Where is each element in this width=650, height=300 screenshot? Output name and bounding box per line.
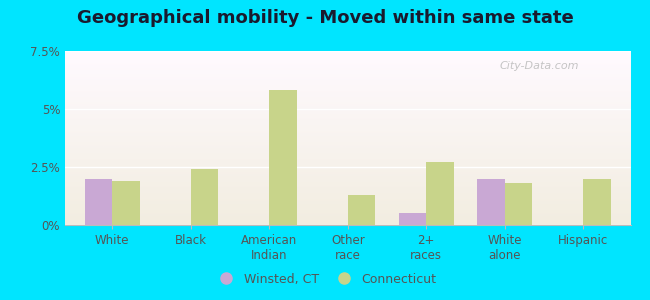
Legend: Winsted, CT, Connecticut: Winsted, CT, Connecticut <box>209 268 441 291</box>
Bar <box>348 195 375 225</box>
Bar <box>190 169 218 225</box>
Bar <box>505 183 532 225</box>
Bar <box>399 213 426 225</box>
Bar <box>477 178 505 225</box>
Bar <box>584 178 611 225</box>
Bar <box>112 181 140 225</box>
Bar <box>269 90 296 225</box>
Bar <box>84 178 112 225</box>
Text: City-Data.com: City-Data.com <box>500 61 579 71</box>
Text: Geographical mobility - Moved within same state: Geographical mobility - Moved within sam… <box>77 9 573 27</box>
Bar <box>426 162 454 225</box>
